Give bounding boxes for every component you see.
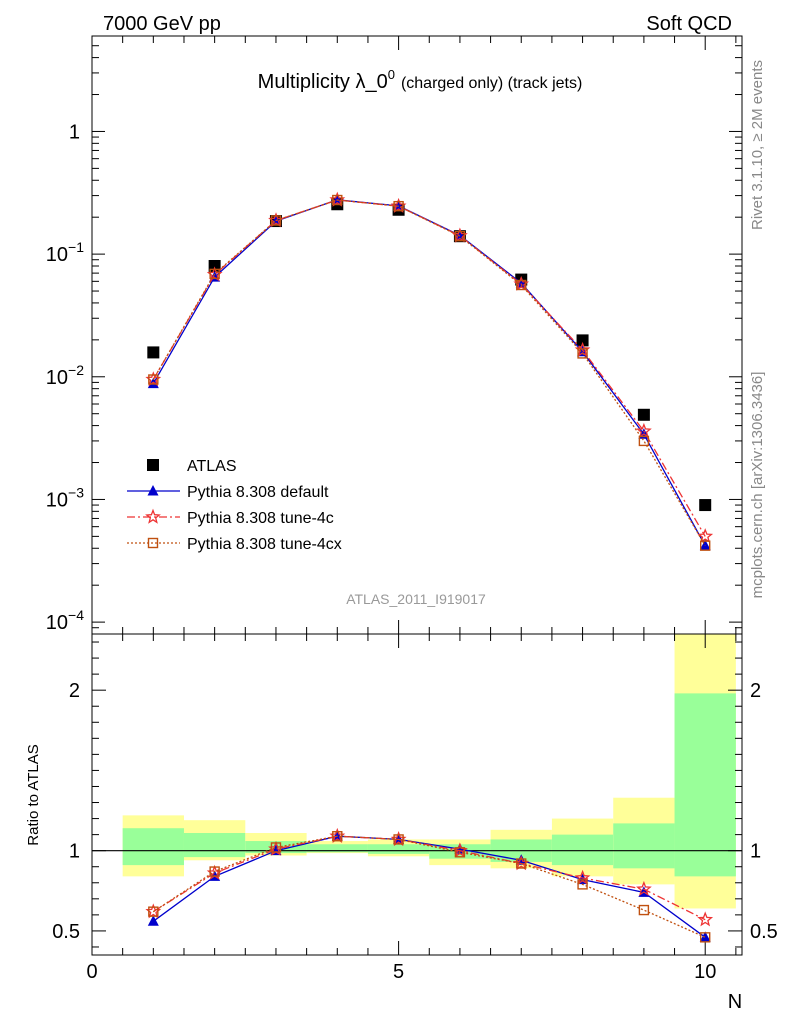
data-point [697,911,714,927]
header-right-label: Soft QCD [646,13,732,35]
uncertainty-band-stat [367,844,430,854]
series-line [152,835,706,938]
legend-label: ATLAS [187,458,237,475]
plot-title-main: Multiplicity λ_0 [258,71,388,93]
legend-entry: ATLAS [147,458,237,475]
legend-marker [147,537,159,549]
uncertainty-band-stat [122,828,184,866]
plot-title-subtitle: (charged only) (track jets) [401,75,582,92]
data-point [699,931,711,942]
plot-title-superscript: 0 [388,67,395,82]
ratio-y-axis-label: Ratio to ATLAS [25,744,42,845]
data-point [516,858,527,869]
data-point [574,869,591,885]
legend-marker [147,485,159,496]
data-point [332,831,343,842]
data-point [147,915,159,926]
data-point [209,866,220,877]
data-point [148,906,159,917]
uncertainty-band-stat [183,833,246,858]
uncertainty-band-stat [674,693,736,877]
data-point [270,215,282,226]
data-point [636,880,652,896]
legend-label: Pythia 8.308 tune-4cx [187,536,342,553]
rivet-version-label: Rivet 3.1.10, ≥ 2M events [749,60,766,230]
watermark-label: ATLAS_2011_I919017 [346,591,486,607]
ratio-y-tick-label: 1 [69,841,80,863]
data-point [576,334,589,347]
ratio-plot-frame [91,633,743,956]
series-pythia-8-308-tune-4cx [148,194,711,551]
y-tick-label: 10−3 [46,484,84,511]
data-point [636,422,652,438]
y-tick-label: 10−2 [46,362,84,389]
data-point [577,879,588,890]
data-point [638,435,650,447]
data-point [577,348,588,359]
x-axis-label: N [728,991,742,1013]
x-tick-label: 5 [393,961,404,983]
header-left-label: 7000 GeV pp [103,13,221,35]
data-point [699,499,712,512]
uncertainty-band-stat [551,834,614,866]
ratio-y-tick-label-right: 1 [750,841,761,863]
data-point [699,539,711,551]
data-point [332,194,343,206]
uncertainty-band-stat [306,844,368,853]
data-point [270,842,282,853]
data-point [454,230,466,242]
series-line [152,835,706,938]
ratio-y-tick-label: 2 [69,680,80,702]
y-tick-label: 1 [69,121,80,143]
data-point [393,834,404,845]
legend: ATLAS Pythia 8.308 default Pythia 8.308 tu… [127,458,342,553]
ratio-plot-layer: 0.5 0.5 1 1 2 2 0 5 10 [52,633,778,983]
ratio-y-tick-label: 0.5 [52,921,80,943]
x-tick-label: 0 [86,961,97,983]
legend-marker [147,459,159,471]
series-pythia-8-308-tune-4cx [148,831,711,943]
data-point [697,528,714,544]
legend-label: Pythia 8.308 default [187,484,329,501]
data-point [638,904,650,916]
x-tick-label: 10 [694,961,716,983]
mcplots-label: mcplots.cern.ch [arXiv:1306.3436] [749,372,766,599]
data-point [516,279,527,291]
data-point [147,346,160,359]
legend-entry: Pythia 8.308 tune-4c [127,508,334,527]
data-point [454,847,466,858]
legend-entry: Pythia 8.308 default [127,484,329,501]
data-point [393,200,404,212]
series-line [152,199,706,537]
legend-marker [145,508,161,524]
uncertainty-band-stat [613,823,675,869]
main-plot-layer: 1 10−1 10−2 10−3 10−4 [46,35,743,635]
legend-entry: Pythia 8.308 tune-4cx [127,536,342,553]
data-point [700,540,711,551]
legend-label: Pythia 8.308 tune-4c [187,510,334,527]
ratio-y-tick-label-right: 2 [750,680,761,702]
y-tick-label: 10−1 [46,239,84,266]
data-point [700,932,711,943]
ratio-y-tick-label-right: 0.5 [750,921,778,943]
data-point [209,268,220,280]
y-tick-label: 10−4 [46,607,84,634]
plot-title: Multiplicity λ_00 (charged only) (track j… [258,67,583,93]
series-line [152,835,706,921]
data-point [148,374,159,385]
series-line [152,199,706,547]
data-point [637,408,650,421]
